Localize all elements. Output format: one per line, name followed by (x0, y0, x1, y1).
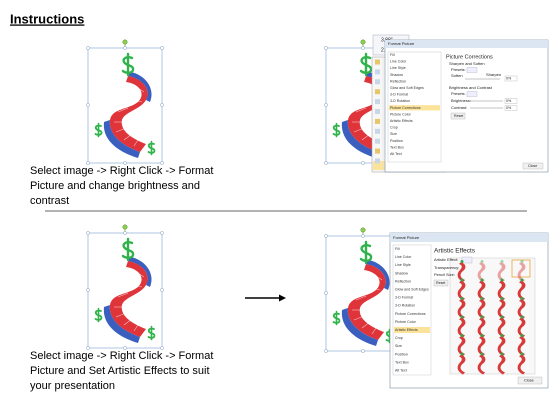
category: Glow and Soft Edges (390, 86, 424, 90)
reset: Reset (454, 114, 463, 118)
close-button (517, 376, 543, 385)
effect-button (461, 256, 473, 264)
category: Glow and Soft Edges (395, 287, 429, 291)
category: Fill (395, 247, 400, 251)
heading: Artistic Effects (434, 248, 476, 255)
category: Crop (390, 126, 398, 130)
title: Instructions (10, 11, 84, 26)
category: Crop (395, 336, 403, 340)
category: Picture Color (390, 112, 412, 116)
category: Size (390, 132, 397, 136)
value-box (504, 98, 518, 104)
category: Picture Corrections (390, 106, 421, 110)
menu-icon (375, 158, 380, 164)
picture (85, 223, 165, 351)
menu-icon (375, 138, 380, 144)
category: Line Color (395, 255, 412, 259)
category: Alt Text (395, 368, 407, 372)
sharpen-heading: Sharpen and Soften (449, 61, 485, 66)
category: Shadow (395, 271, 408, 275)
category: Picture Corrections (395, 312, 426, 316)
category: Artistic Effects (390, 119, 413, 123)
category: Line Style (395, 263, 411, 267)
pencil-size: Pencil Size: (434, 272, 455, 277)
presets: Presets: (451, 67, 466, 72)
category: 3-D Format (390, 93, 408, 97)
category: Shadow (390, 73, 403, 77)
category: Text Box (390, 145, 404, 149)
picture (85, 38, 165, 166)
category: 3-D Format (395, 296, 413, 300)
menu-icon (375, 79, 380, 85)
dialog-title: Format Picture (393, 235, 420, 240)
heading: Picture Corrections (446, 54, 493, 60)
brightness-value: 0% (506, 99, 512, 103)
dialog: Format Picture Fill Line Color Line Style Sh… (389, 232, 549, 389)
transparency: Transparency: (434, 265, 459, 270)
menu-icon (375, 59, 380, 65)
menu-icon (375, 118, 380, 124)
brightness-heading: Brightness and Contrast (449, 85, 493, 90)
contrast-value: 0% (506, 106, 512, 110)
category: Artistic Effects (395, 328, 418, 332)
category: Size (395, 344, 402, 348)
step-text: contrast (30, 195, 69, 207)
dialog-title: Format Picture (388, 41, 415, 46)
menu-icon (375, 89, 380, 95)
close: Close (528, 164, 537, 168)
preset-button (466, 67, 478, 73)
reset-button (450, 112, 466, 120)
category: Reflection (390, 79, 406, 83)
value-box (504, 75, 518, 82)
sharpen: Sharpen (486, 72, 501, 77)
category: Position (395, 352, 408, 356)
sharpen-value: 0% (506, 76, 512, 80)
brightness: Brightness: (451, 98, 471, 103)
category: Fill (390, 53, 395, 57)
menu-icon (375, 99, 380, 105)
category: 3-D Rotation (395, 304, 415, 308)
contrast: Contrast: (451, 105, 467, 110)
step-text: Select image -> Right Click -> Format (30, 165, 213, 177)
category: 3-D Rotation (390, 99, 410, 103)
menu-icon (375, 69, 380, 75)
selected-category (389, 105, 440, 111)
category: Text Box (395, 360, 409, 364)
category: Alt Text (390, 152, 402, 156)
category: Line Style (390, 66, 406, 70)
presets2: Presets: (451, 91, 466, 96)
step-text: Picture and Set Artistic Effects to suit (30, 365, 210, 377)
menu-icon (375, 109, 380, 114)
reset: Reset (436, 281, 445, 285)
menu-icon (375, 148, 380, 154)
step-text: your presentation (30, 380, 115, 392)
arrow (245, 294, 286, 302)
close-button (522, 162, 544, 170)
soften: Soften (451, 73, 463, 78)
step-text: Picture and change brightness and (30, 180, 200, 192)
preset-button (466, 91, 478, 97)
category: Position (390, 139, 403, 143)
menu-icon (375, 128, 380, 134)
dialog: Format Picture Fill Line Color Line Style Sh… (384, 39, 549, 173)
value-box (504, 105, 518, 111)
selected-category (394, 327, 430, 333)
category: Picture Color (395, 320, 417, 324)
step-text: Select image -> Right Click -> Format (30, 350, 213, 362)
category: Reflection (395, 279, 411, 283)
category: Line Color (390, 60, 407, 64)
effect: Artistic Effect: (434, 257, 458, 262)
close: Close (524, 379, 534, 383)
reset-button (433, 279, 449, 287)
